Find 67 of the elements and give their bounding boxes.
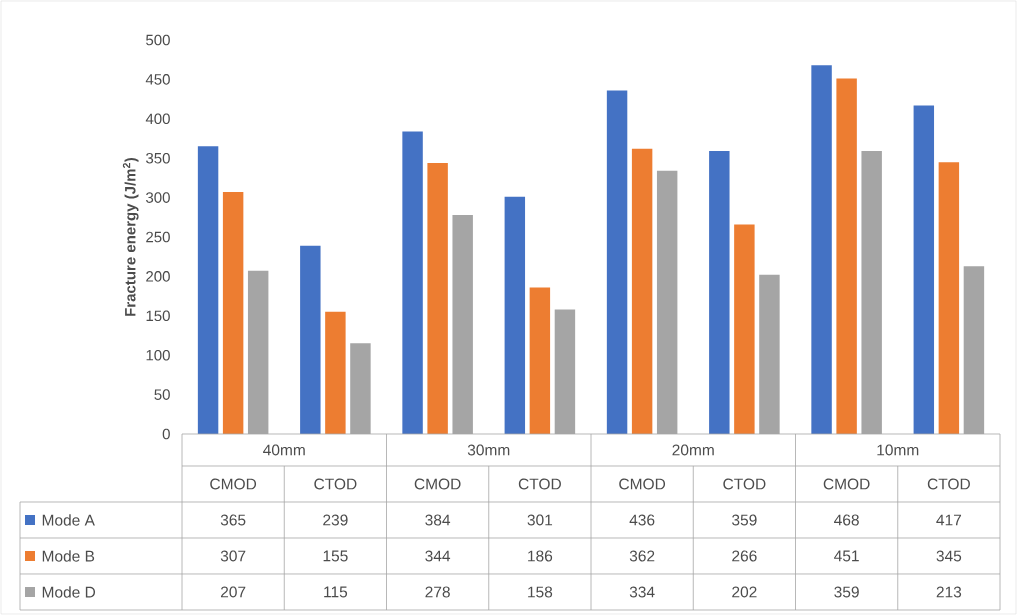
x-tick-label: CMOD bbox=[823, 478, 870, 490]
bar bbox=[402, 131, 423, 434]
data-label: 468 bbox=[834, 514, 859, 526]
y-tick-label: 300 bbox=[146, 192, 170, 203]
y-tick-label: 500 bbox=[146, 34, 170, 46]
data-label: 362 bbox=[629, 550, 655, 562]
data-label: 186 bbox=[528, 550, 553, 562]
bar bbox=[504, 196, 526, 434]
bar bbox=[836, 78, 857, 434]
data-label: 417 bbox=[936, 514, 962, 526]
x-tick-label: CTOD bbox=[314, 478, 357, 490]
x-tick-label: CTOD bbox=[723, 478, 766, 490]
data-label: 307 bbox=[220, 550, 246, 562]
bar bbox=[811, 65, 832, 434]
data-label: 115 bbox=[324, 586, 348, 598]
data-label: 334 bbox=[629, 586, 655, 598]
data-label: 345 bbox=[936, 550, 962, 562]
bar bbox=[938, 162, 960, 434]
data-label: 158 bbox=[528, 586, 553, 598]
data-label: 301 bbox=[527, 514, 553, 526]
legend-label: Mode A bbox=[42, 514, 95, 526]
data-label: 365 bbox=[220, 514, 246, 526]
bar bbox=[325, 311, 346, 434]
y-tick-label: 200 bbox=[146, 271, 170, 282]
x-tick-label: CMOD bbox=[210, 478, 257, 490]
bar bbox=[734, 224, 755, 434]
bar bbox=[606, 90, 628, 434]
y-tick-label: 250 bbox=[146, 231, 170, 243]
bar bbox=[300, 245, 321, 434]
text: 10mm bbox=[877, 444, 919, 456]
data-label: 278 bbox=[425, 586, 450, 598]
legend-label: Mode B bbox=[42, 550, 95, 562]
text: 30mm bbox=[467, 444, 510, 456]
data-label: 359 bbox=[732, 514, 757, 526]
data-label: 344 bbox=[425, 550, 451, 562]
data-label: 384 bbox=[425, 514, 451, 526]
y-tick-label: 350 bbox=[146, 152, 170, 164]
bar bbox=[631, 148, 653, 434]
bar bbox=[913, 105, 935, 434]
bar bbox=[197, 146, 219, 434]
data-label: 239 bbox=[323, 514, 348, 526]
x-tick-label: CMOD bbox=[619, 478, 666, 490]
data-label: 213 bbox=[936, 586, 962, 598]
legend-label: Mode D bbox=[42, 586, 96, 598]
bar bbox=[709, 151, 730, 434]
y-tick-label: 50 bbox=[154, 389, 170, 400]
text: 20mm bbox=[672, 444, 714, 456]
x-tick-label: CTOD bbox=[518, 478, 561, 490]
data-label: 266 bbox=[732, 550, 757, 562]
data-label: 155 bbox=[323, 550, 348, 562]
bar bbox=[222, 192, 244, 434]
text: 40mm bbox=[263, 444, 305, 456]
data-label: 359 bbox=[834, 586, 859, 598]
data-label: 451 bbox=[834, 550, 859, 562]
y-axis-title: Fracture energy (J/m$^{2}$) bbox=[122, 157, 139, 316]
bar bbox=[427, 162, 448, 434]
data-label: 202 bbox=[732, 586, 757, 598]
y-tick-label: 450 bbox=[145, 74, 170, 85]
y-tick-label: 400 bbox=[145, 113, 170, 125]
y-tick-label: 150 bbox=[146, 310, 170, 322]
y-tick-label: 100 bbox=[146, 349, 170, 361]
y-tick-label: 0 bbox=[162, 428, 170, 440]
x-tick-label: CMOD bbox=[414, 478, 461, 490]
data-label: 436 bbox=[629, 514, 655, 526]
data-label: 207 bbox=[220, 586, 246, 598]
x-tick-label: CTOD bbox=[927, 478, 970, 490]
bar bbox=[529, 287, 551, 434]
